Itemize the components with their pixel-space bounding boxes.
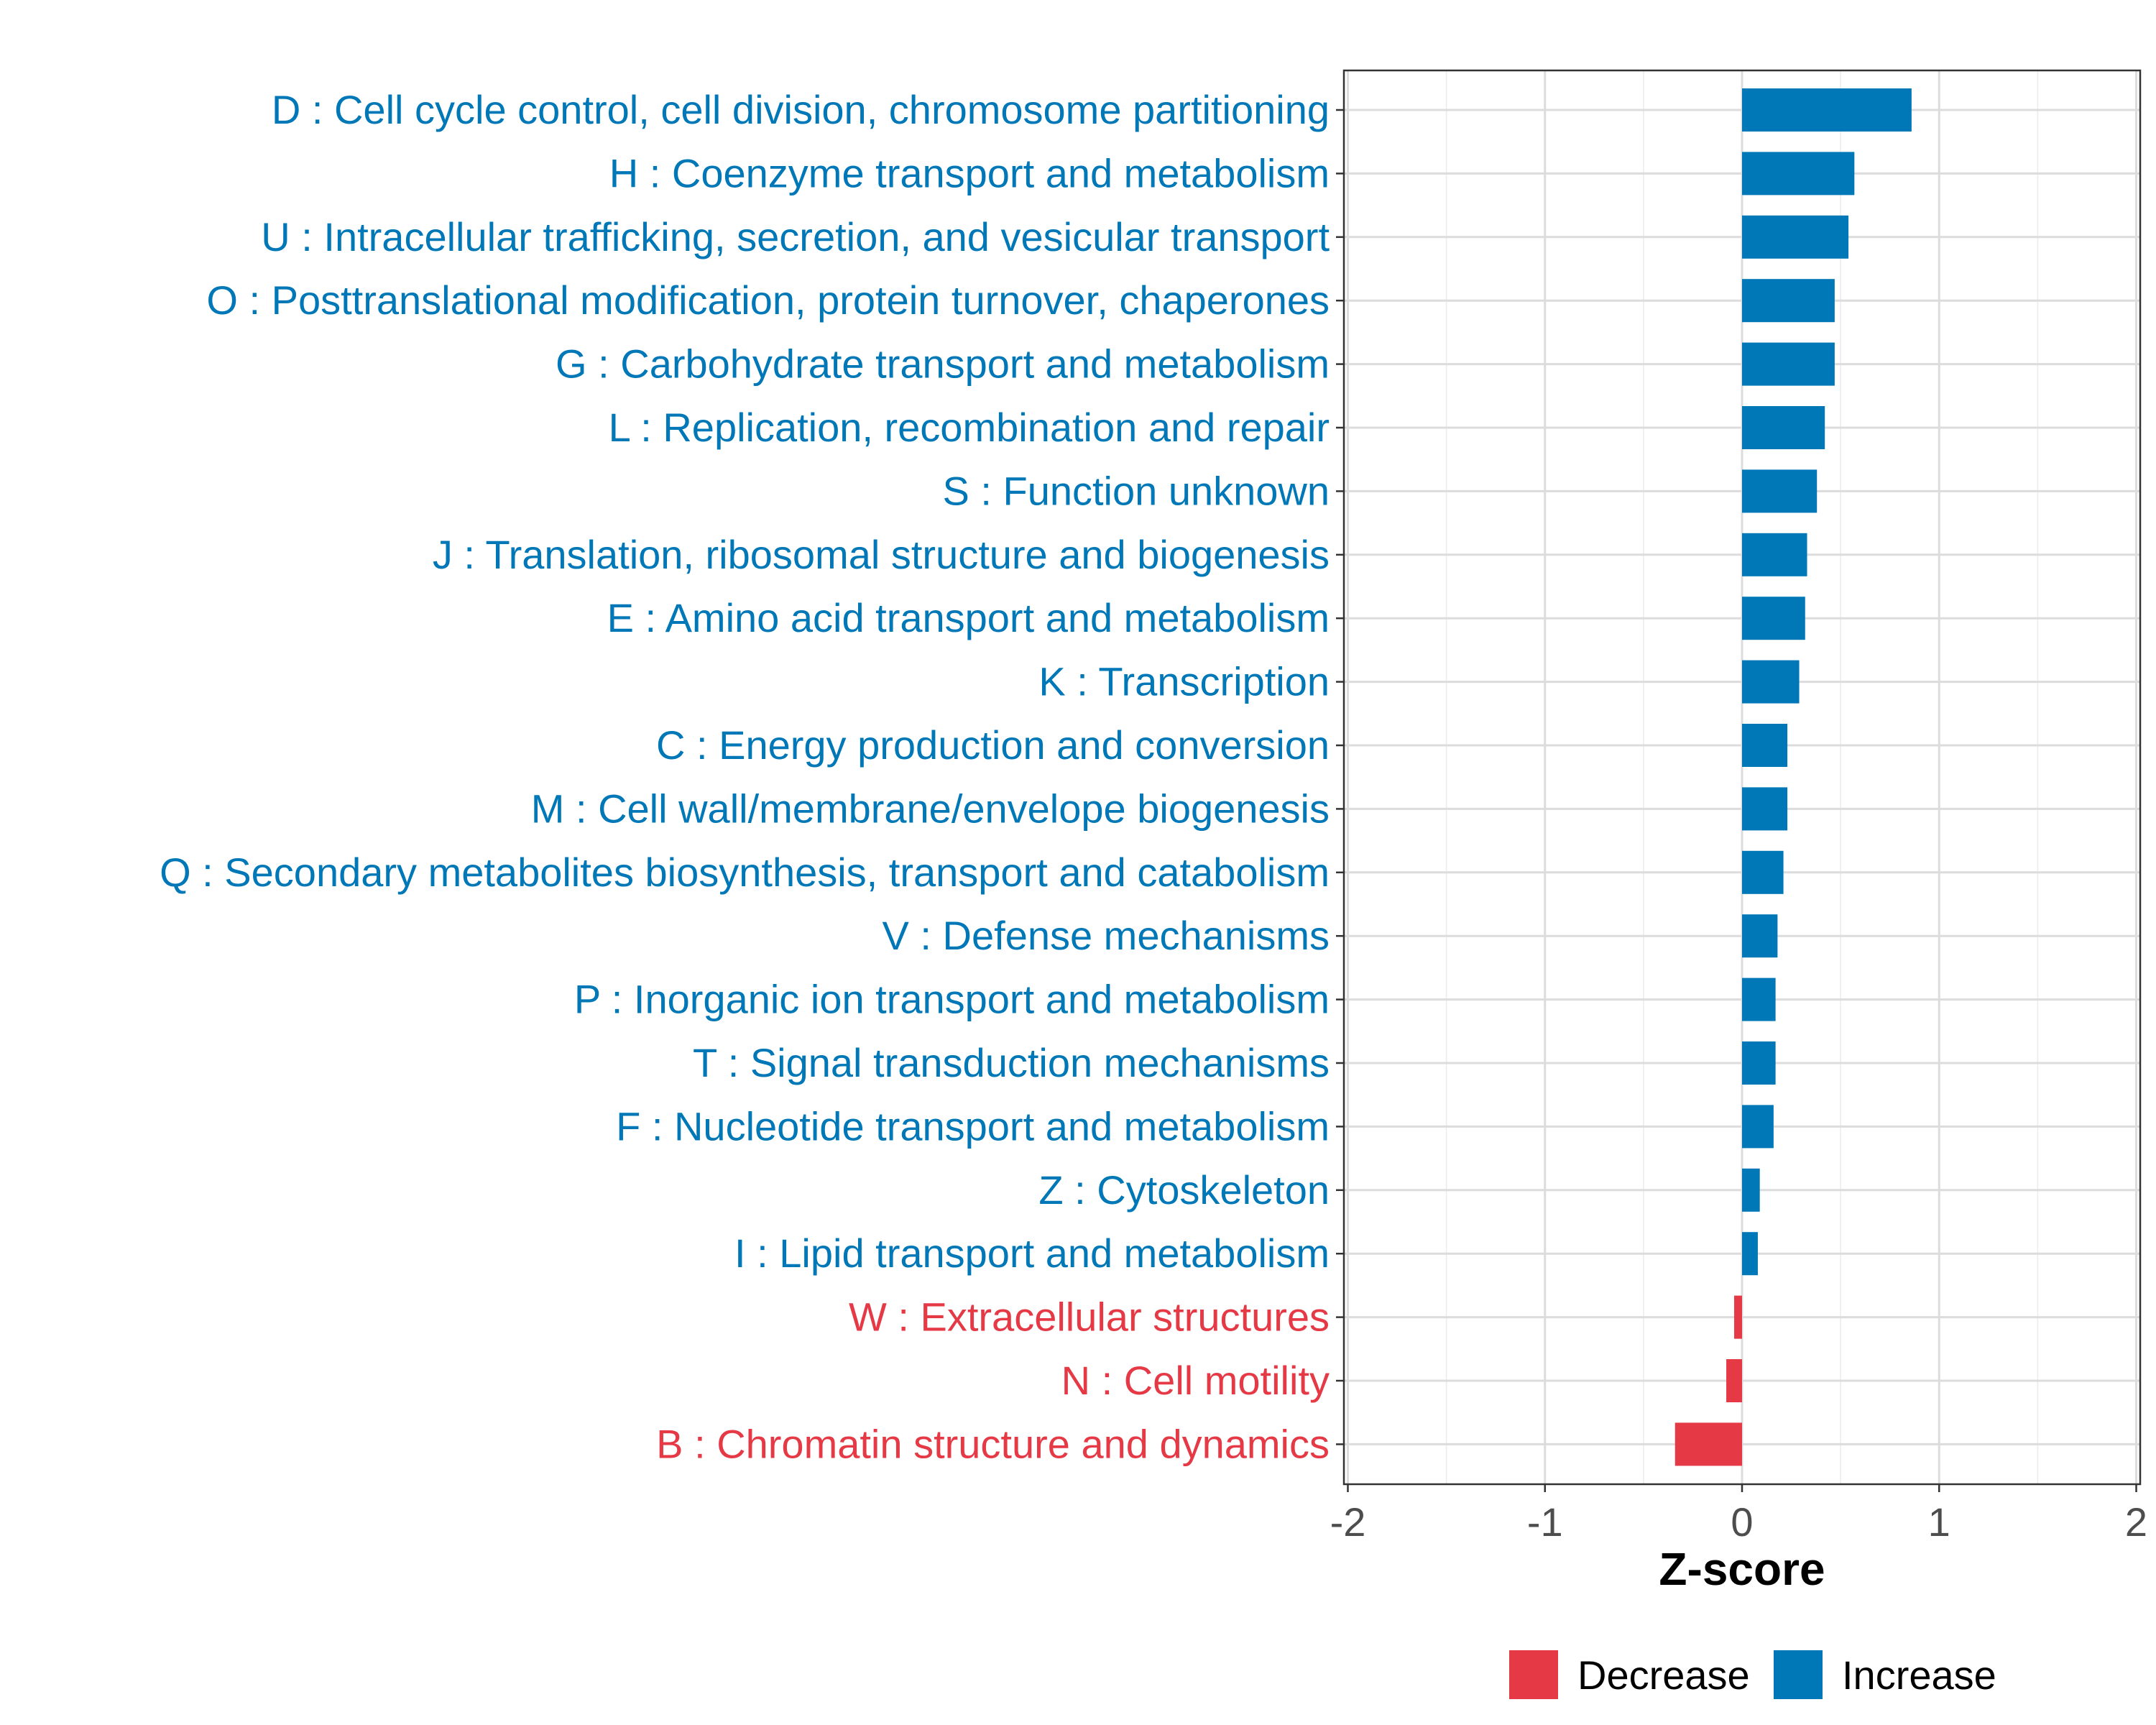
bar [1742, 978, 1776, 1021]
y-tick-label: E : Amino acid transport and metabolism [607, 595, 1330, 640]
bar [1742, 279, 1835, 323]
bar [1742, 597, 1805, 640]
bar [1742, 1168, 1760, 1212]
y-tick-label: H : Coenzyme transport and metabolism [609, 150, 1330, 196]
bar [1742, 1232, 1758, 1276]
y-tick-label: L : Replication, recombination and repai… [609, 405, 1330, 450]
bar [1742, 724, 1788, 767]
x-tick-label: -1 [1527, 1499, 1563, 1545]
y-tick-label: U : Intracellular trafficking, secretion… [261, 214, 1330, 259]
x-tick-label: 2 [2125, 1499, 2147, 1545]
bar [1742, 787, 1788, 831]
bar [1742, 215, 1849, 259]
y-tick-label: N : Cell motility [1061, 1358, 1330, 1403]
y-tick-label: D : Cell cycle control, cell division, c… [272, 87, 1330, 132]
bar [1742, 533, 1807, 576]
y-tick-label: Q : Secondary metabolites biosynthesis, … [160, 850, 1330, 895]
bar [1742, 152, 1855, 196]
bar [1742, 1041, 1776, 1085]
legend: Decrease Increase [1509, 1650, 1996, 1699]
y-tick-label: G : Carbohydrate transport and metabolis… [556, 341, 1330, 387]
bar [1742, 88, 1912, 132]
bar [1742, 660, 1800, 704]
legend-key [1774, 1650, 1823, 1699]
y-tick-label: C : Energy production and conversion [656, 722, 1330, 768]
y-tick-label: P : Inorganic ion transport and metaboli… [574, 977, 1330, 1022]
y-tick-label: W : Extracellular structures [849, 1294, 1330, 1340]
x-tick-label: 0 [1731, 1499, 1753, 1545]
bar [1742, 406, 1825, 449]
y-tick-label: T : Signal transduction mechanisms [693, 1040, 1330, 1085]
y-tick-label: V : Defense mechanisms [883, 913, 1330, 958]
bar [1742, 469, 1818, 513]
legend-key [1509, 1650, 1558, 1699]
x-tick-label: 1 [1928, 1499, 1950, 1545]
bar [1674, 1422, 1742, 1466]
y-tick-label: B : Chromatin structure and dynamics [656, 1421, 1330, 1466]
bar [1726, 1359, 1742, 1402]
legend-label: Decrease [1577, 1652, 1750, 1698]
y-tick-label: J : Translation, ribosomal structure and… [433, 532, 1330, 577]
x-axis-title: Z-score [1659, 1543, 1825, 1595]
bar [1742, 342, 1835, 386]
y-tick-label: Z : Cytoskeleton [1038, 1167, 1330, 1213]
bar [1742, 914, 1778, 958]
y-tick-label: I : Lipid transport and metabolism [734, 1230, 1330, 1276]
bar [1742, 1105, 1774, 1149]
y-tick-label: S : Function unknown [942, 468, 1330, 513]
y-tick-label: M : Cell wall/membrane/envelope biogenes… [531, 786, 1330, 831]
y-tick-label: O : Posttranslational modification, prot… [206, 277, 1330, 323]
y-tick-label: F : Nucleotide transport and metabolism [616, 1103, 1330, 1149]
bar [1742, 850, 1784, 894]
x-tick-label: -2 [1330, 1499, 1366, 1545]
bar [1734, 1295, 1742, 1339]
legend-label: Increase [1842, 1652, 1996, 1698]
y-tick-label: K : Transcription [1038, 659, 1330, 704]
